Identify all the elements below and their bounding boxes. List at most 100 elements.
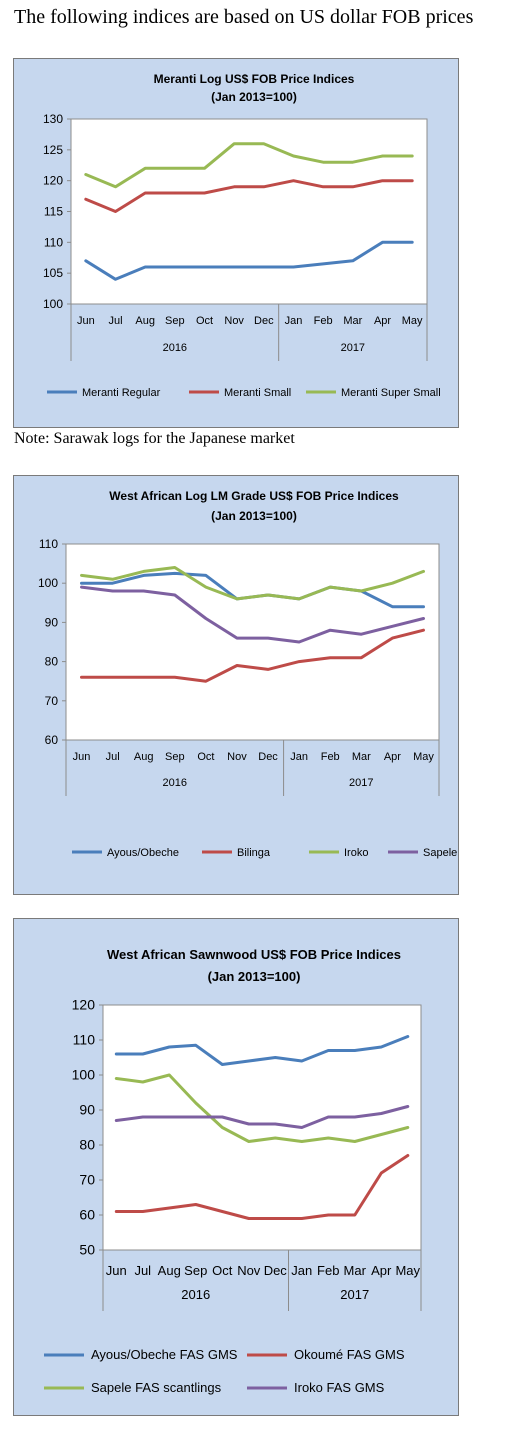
x-tick-label: Dec [254, 315, 274, 327]
legend-label: Sapele [423, 847, 457, 859]
x-tick-label: Jun [106, 1263, 127, 1278]
data-point [168, 1207, 171, 1209]
data-point [174, 192, 176, 194]
data-point [205, 586, 207, 588]
chart-note: Note: Sarawak logs for the Japanese mark… [14, 430, 295, 447]
data-point [422, 629, 425, 632]
x-tick-label: Apr [374, 315, 391, 327]
data-point [115, 1053, 118, 1055]
x-tick-label: May [395, 1263, 420, 1278]
x-tick-label: Feb [314, 315, 333, 327]
data-point [111, 582, 114, 584]
y-tick-label: 70 [45, 694, 59, 708]
y-tick-label: 100 [38, 576, 58, 590]
chart-west-african-log: West African Log LM Grade US$ FOB Price … [38, 489, 457, 859]
x-tick-label: Sep [165, 315, 185, 327]
data-point [236, 664, 238, 667]
data-point [80, 586, 83, 588]
data-point [274, 1137, 277, 1139]
data-point [142, 590, 145, 592]
x-tick-label: Aug [135, 315, 155, 327]
data-point [205, 574, 207, 577]
x-tick-label: Dec [258, 751, 278, 763]
x-tick-label: Jan [290, 751, 308, 763]
x-tick-label: Apr [384, 751, 401, 763]
legend-label: Iroko FAS GMS [294, 1380, 385, 1395]
series-line-3 [114, 1073, 410, 1143]
x-tick-label: Aug [158, 1263, 181, 1278]
legend-label: Iroko [344, 847, 368, 859]
data-point [422, 617, 425, 620]
data-point [221, 1210, 224, 1213]
data-point [360, 656, 363, 659]
data-point [168, 1046, 171, 1048]
series-line-4 [114, 1105, 410, 1129]
page-heading: The following indices are based on US do… [14, 6, 474, 28]
data-point [381, 179, 384, 182]
data-point [298, 660, 300, 663]
x-tick-label: Jun [77, 315, 95, 327]
data-point [274, 1217, 277, 1220]
series-line-1 [114, 1035, 410, 1066]
x-tick-label: Jan [291, 1263, 312, 1278]
data-point [267, 637, 269, 639]
data-point [380, 1112, 383, 1115]
y-tick-label: 130 [43, 112, 63, 126]
x-tick-label: Feb [321, 751, 340, 763]
data-point [194, 1102, 197, 1104]
data-point [391, 582, 394, 584]
y-tick-label: 60 [79, 1207, 95, 1223]
x-tick-label: May [413, 751, 434, 763]
data-point [173, 566, 176, 569]
x-tick-label: Dec [264, 1263, 288, 1278]
data-point [114, 210, 117, 213]
data-point [263, 186, 265, 188]
data-point [274, 1123, 277, 1125]
y-tick-label: 70 [79, 1172, 95, 1188]
data-point [247, 1123, 250, 1125]
chart-west-african-sawnwood: West African Sawnwood US$ FOB Price Indi… [44, 947, 422, 1395]
legend-label: Ayous/Obeche [107, 847, 179, 859]
data-point [236, 637, 238, 639]
data-point [422, 570, 425, 573]
data-point [411, 155, 413, 157]
data-point [205, 617, 207, 620]
y-tick-label: 90 [79, 1102, 95, 1118]
data-point [353, 1214, 356, 1216]
chart-subtitle: (Jan 2013=100) [211, 509, 297, 523]
data-point [141, 1081, 144, 1083]
y-tick-label: 60 [45, 733, 59, 747]
year-group-label: 2017 [341, 342, 365, 354]
data-point [85, 173, 87, 176]
data-point [322, 161, 324, 163]
data-point [115, 1077, 118, 1080]
data-point [174, 266, 176, 268]
data-point [85, 198, 87, 200]
y-tick-label: 100 [43, 297, 63, 311]
series-line-1 [84, 240, 414, 281]
data-point [391, 625, 394, 628]
series-line-2 [80, 628, 425, 683]
data-point [406, 1154, 409, 1157]
chart-subtitle: (Jan 2013=100) [211, 90, 297, 104]
y-tick-label: 125 [43, 143, 63, 157]
series-line-2 [114, 1154, 410, 1220]
data-point [173, 572, 176, 575]
data-point [85, 260, 87, 262]
data-point [267, 668, 269, 671]
data-point [144, 167, 146, 170]
data-point [329, 629, 332, 632]
y-tick-label: 110 [44, 235, 63, 249]
x-tick-label: Oct [196, 315, 213, 327]
chart-subtitle: (Jan 2013=100) [208, 969, 301, 984]
year-group-label: 2016 [163, 342, 187, 354]
y-tick-label: 105 [43, 266, 63, 280]
legend-label: Sapele FAS scantlings [91, 1380, 222, 1395]
data-point [327, 1116, 330, 1118]
data-point [247, 1060, 250, 1062]
data-point [141, 1116, 144, 1118]
series-line-3 [80, 566, 425, 601]
year-group-label: 2016 [163, 777, 187, 789]
year-group-label: 2017 [349, 777, 373, 789]
chart-panel-meranti: Meranti Log US$ FOB Price Indices (Jan 20… [13, 58, 459, 428]
